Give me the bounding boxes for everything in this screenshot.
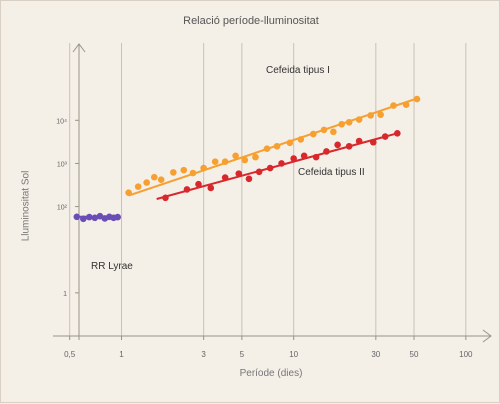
data-point	[413, 95, 421, 103]
data-point	[309, 130, 317, 138]
data-point	[245, 175, 253, 183]
data-point	[73, 213, 81, 221]
series-cefeida-tipus-i	[125, 95, 421, 197]
data-point	[394, 129, 401, 137]
chart-title: Relació període-lluminositat	[183, 15, 319, 27]
x-tick-label: 10	[289, 350, 298, 359]
data-point	[390, 102, 397, 109]
data-point	[345, 142, 353, 150]
data-point	[162, 194, 169, 202]
series-label: Cefeida tipus I	[266, 65, 330, 76]
series-label: Cefeida tipus II	[298, 167, 365, 178]
y-tick-label: 10²	[57, 205, 68, 212]
x-tick-label: 5	[240, 350, 245, 359]
y-axis-arrow	[72, 43, 86, 53]
data-point	[91, 214, 99, 222]
data-point	[134, 183, 142, 190]
data-point	[263, 145, 271, 152]
x-tick-label: 0,5	[64, 350, 76, 359]
fit-line	[128, 97, 418, 197]
data-point	[241, 156, 249, 164]
data-point	[255, 168, 263, 176]
data-point	[377, 111, 384, 118]
data-point	[170, 169, 177, 176]
data-point	[345, 118, 353, 126]
data-point	[183, 186, 191, 193]
data-point	[300, 152, 308, 160]
x-tick-label: 30	[371, 350, 380, 359]
data-point	[369, 138, 377, 146]
series-rr-lyrae	[73, 212, 121, 223]
data-point	[114, 213, 121, 221]
data-point	[355, 137, 363, 145]
x-tick-label: 3	[201, 350, 206, 359]
y-tick-label: 10⁴	[56, 118, 67, 125]
data-point	[278, 160, 285, 167]
fit-line	[156, 132, 398, 200]
data-point	[367, 112, 374, 119]
data-point	[286, 139, 294, 147]
data-point	[211, 158, 219, 165]
data-point	[86, 213, 93, 221]
series-cefeida-tipus-ii	[156, 129, 401, 202]
data-point	[125, 189, 132, 196]
data-point	[232, 152, 239, 160]
data-point	[80, 215, 87, 223]
data-point	[252, 153, 259, 161]
data-point	[150, 173, 158, 181]
data-point	[402, 101, 410, 108]
data-point	[334, 141, 341, 149]
x-axis-label: Període (dies)	[239, 368, 303, 379]
data-point	[312, 153, 320, 161]
series-label: RR Lyrae	[91, 261, 133, 272]
data-point	[143, 179, 150, 186]
data-point	[235, 170, 243, 177]
data-point	[338, 120, 345, 128]
x-axis-arrow	[482, 329, 492, 343]
x-tick-label: 1	[119, 350, 124, 359]
y-tick-label: 1	[63, 291, 67, 298]
data-point	[221, 158, 229, 165]
data-point	[266, 164, 274, 172]
x-tick-label: 100	[459, 350, 473, 359]
data-point	[180, 166, 188, 174]
x-tick-label: 50	[410, 350, 419, 359]
data-point	[207, 184, 215, 192]
data-point	[330, 128, 337, 136]
data-point	[273, 142, 281, 150]
data-point	[381, 133, 389, 140]
data-point	[323, 148, 330, 155]
data-point	[195, 180, 202, 188]
data-point	[297, 136, 305, 143]
data-point	[157, 176, 165, 183]
data-point	[320, 126, 328, 134]
data-point	[200, 164, 207, 172]
data-point	[290, 155, 297, 162]
y-tick-label: 10³	[57, 161, 68, 168]
data-point	[355, 116, 363, 123]
data-point	[189, 169, 197, 177]
data-point	[221, 174, 229, 181]
